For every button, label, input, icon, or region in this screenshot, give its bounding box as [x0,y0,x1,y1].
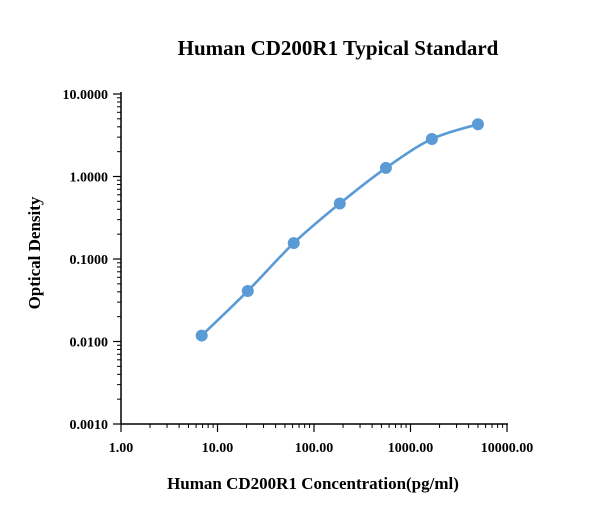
y-tick-label: 1.0000 [70,171,109,186]
x-tick-label: 1000.00 [388,441,434,456]
data-point [287,237,300,250]
x-axis-label: Human CD200R1 Concentration(pg/ml) [167,474,459,493]
x-tick-label: 10.00 [202,441,234,456]
chart-title: Human CD200R1 Typical Standard [178,36,499,60]
ticks: 1.00 10.00 100.00 1000.00 10000.00 0.0010 0.01… [63,88,534,456]
y-tick-label: 0.0100 [70,336,109,351]
x-tick-label: 10000.00 [481,441,534,456]
data-point [471,118,484,131]
data-point [195,329,208,342]
data-marks [195,118,484,342]
data-point [379,161,392,174]
data-point [241,284,254,297]
x-tick-label: 1.00 [109,441,134,456]
x-tick-label: 100.00 [295,441,334,456]
y-tick-label: 0.1000 [70,253,109,268]
data-point [333,197,346,210]
y-axis-label: Optical Density [25,196,44,309]
fit-curve [200,122,480,337]
y-tick-label: 0.0010 [70,418,109,433]
data-point [425,132,438,145]
axes [120,92,508,425]
y-tick-label: 10.0000 [63,88,109,103]
